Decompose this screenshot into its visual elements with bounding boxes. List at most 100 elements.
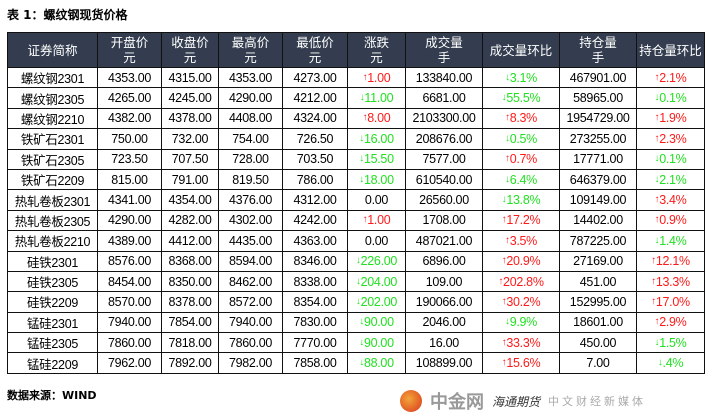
arrow-up-icon: ↑ (651, 275, 656, 287)
table-cell: ↓2.1% (636, 168, 705, 191)
arrow-down-icon: ↓ (654, 92, 660, 104)
table-cell: ↑3.4% (636, 189, 705, 211)
table-cell: 14402.00 (559, 209, 637, 232)
table-cell: 8368.00 (161, 250, 219, 272)
table-cell: 703.50 (282, 148, 348, 170)
watermark: 中金网 海通期货 中文财经新媒体 (400, 388, 646, 414)
table-cell: ↑2.9% (636, 311, 705, 334)
table-cell: 4378.00 (161, 107, 219, 130)
header-unit: 元 (123, 50, 136, 65)
table-cell: ↓202.00 (347, 291, 406, 313)
table-cell: 4354.00 (161, 189, 219, 211)
table-cell: 646379.00 (559, 168, 637, 191)
table-cell: 8462.00 (218, 270, 283, 293)
table-cell: ↓13.8% (482, 189, 560, 211)
table-cell: ↑15.6% (482, 352, 560, 374)
column-header: 最低价元 (282, 32, 348, 68)
table-cell: 6896.00 (405, 250, 483, 272)
table-cell: 4341.00 (97, 189, 162, 211)
table-cell: ↓3.1% (482, 66, 560, 89)
arrow-down-icon: ↓ (359, 316, 364, 328)
table-cell: ↓88.00 (347, 352, 406, 374)
table-cell: 487021.00 (405, 230, 483, 252)
table-cell: 208676.00 (405, 128, 483, 150)
table-cell: 4290.00 (218, 87, 283, 109)
arrow-down-icon: ↓ (359, 153, 364, 165)
table-cell: ↓226.00 (347, 250, 406, 272)
arrow-down-icon: ↓ (359, 173, 364, 185)
table-cell: 4315.00 (161, 66, 219, 89)
arrow-down-icon: ↓ (501, 92, 507, 104)
table-cell: 8346.00 (282, 250, 348, 272)
header-label: 持仓量 (579, 35, 617, 50)
table-cell: 4412.00 (161, 230, 219, 252)
table-cell: 7860.00 (218, 332, 283, 354)
cell-value: 33.3% (506, 335, 541, 350)
table-cell: 4382.00 (97, 107, 162, 130)
table-cell: ↑1.00 (347, 66, 406, 89)
table-row: 热轧卷板2301 4341.00 4354.00 4376.00 4312.00 0.00… (7, 189, 705, 211)
table-cell: 108899.00 (405, 352, 483, 374)
table-cell: 109149.00 (559, 189, 637, 211)
table-cell: 锰硅2305 (7, 332, 98, 354)
table-cell: ↑20.9% (482, 250, 560, 272)
table-cell: 硅铁2305 (7, 270, 98, 293)
cell-value: 20.9% (506, 254, 541, 269)
table-cell: 4435.00 (218, 230, 283, 252)
table-row: 硅铁2301 8576.00 8368.00 8594.00 8346.00 ↓226.0… (7, 250, 705, 272)
table-cell: 4273.00 (282, 66, 348, 89)
watermark-brand: 中金网 (430, 392, 484, 413)
arrow-down-icon: ↓ (505, 132, 510, 144)
table-cell: 1708.00 (405, 209, 483, 232)
table-cell: 273255.00 (559, 128, 637, 150)
column-header: 涨跌元 (347, 32, 406, 68)
table-cell: 铁矿石2305 (7, 148, 98, 170)
arrow-down-icon: ↓ (501, 194, 507, 206)
cell-value: 2.3% (659, 131, 687, 146)
column-header: 持仓量环比 (636, 32, 705, 68)
arrow-up-icon: ↑ (651, 255, 656, 267)
header-label: 成交量 (425, 35, 463, 50)
arrow-up-icon: ↑ (362, 71, 368, 83)
cell-value: 9.9% (509, 315, 538, 330)
table-cell: 786.00 (282, 168, 348, 191)
table-cell: 4363.00 (282, 230, 348, 252)
table-cell: ↓0.1% (636, 87, 705, 109)
table-cell: 723.50 (97, 148, 162, 170)
cell-value: 16.00 (363, 131, 394, 146)
table-cell: ↓15.50 (347, 148, 406, 170)
table-cell: 754.00 (218, 128, 283, 150)
table-cell: 硅铁2209 (7, 291, 98, 313)
cell-value: 1.5% (659, 335, 687, 350)
cell-value: 0.9% (659, 213, 687, 228)
arrow-down-icon: ↓ (654, 153, 660, 165)
table-cell: 铁矿石2209 (7, 168, 98, 191)
cell-value: 30.2% (506, 294, 541, 309)
table-cell: 16.00 (405, 332, 483, 354)
table-cell: 2103300.00 (405, 107, 483, 130)
column-header: 收盘价元 (161, 32, 219, 68)
table-cell: 8354.00 (282, 291, 348, 313)
table-cell: 7818.00 (161, 332, 219, 354)
arrow-down-icon: ↓ (355, 275, 361, 287)
table-cell: 4245.00 (161, 87, 219, 109)
table-cell: 26560.00 (405, 189, 483, 211)
table-cell: ↓1.4% (636, 230, 705, 252)
cell-value: 88.00 (363, 356, 394, 371)
arrow-up-icon: ↑ (654, 112, 660, 124)
arrow-up-icon: ↑ (654, 132, 660, 144)
header-unit: 元 (308, 50, 322, 65)
table-cell: 787225.00 (559, 230, 637, 252)
table-cell: ↑17.0% (636, 291, 705, 313)
table-cell: 7.00 (559, 352, 637, 374)
table-cell: ↑1.9% (636, 107, 705, 130)
header-unit: 手 (591, 50, 605, 65)
arrow-up-icon: ↑ (362, 112, 368, 124)
cell-value: 3.1% (509, 70, 538, 85)
arrow-down-icon: ↓ (359, 92, 365, 104)
cell-value: 2.9% (659, 315, 687, 330)
table-cell: 7982.00 (218, 352, 283, 374)
table-cell: 8378.00 (161, 291, 219, 313)
cell-value: 0.00 (364, 233, 389, 248)
arrow-up-icon: ↑ (501, 295, 507, 307)
